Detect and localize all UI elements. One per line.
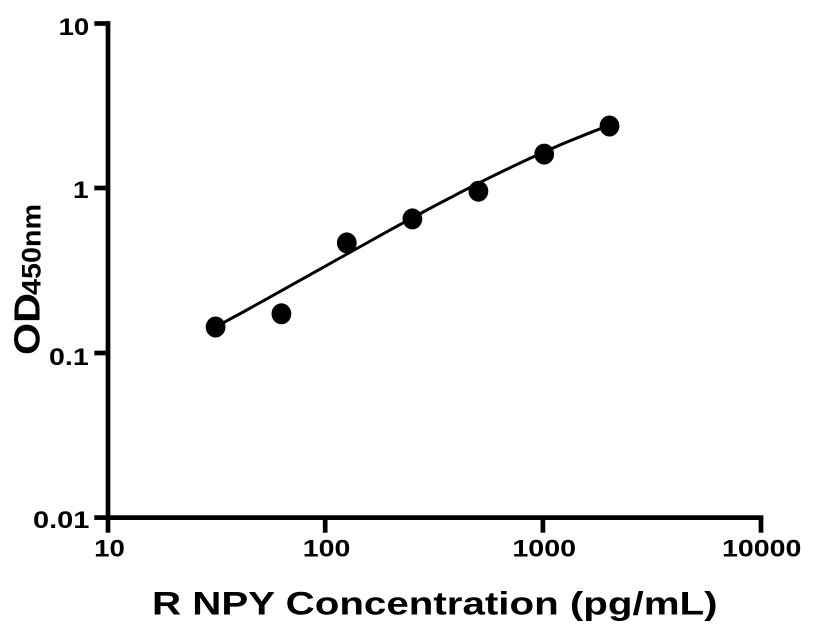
svg-text:OD: OD [7, 293, 48, 355]
svg-text:1: 1 [73, 177, 89, 204]
svg-text:R NPY Concentration (pg/mL): R NPY Concentration (pg/mL) [152, 586, 718, 622]
svg-text:10000: 10000 [722, 536, 801, 563]
svg-text:10: 10 [59, 14, 90, 41]
svg-text:0.1: 0.1 [49, 344, 89, 371]
svg-text:1000: 1000 [512, 536, 576, 563]
svg-text:0.01: 0.01 [33, 507, 89, 534]
svg-text:10: 10 [94, 536, 125, 563]
svg-text:450nm: 450nm [16, 204, 46, 295]
svg-text:100: 100 [303, 536, 351, 563]
